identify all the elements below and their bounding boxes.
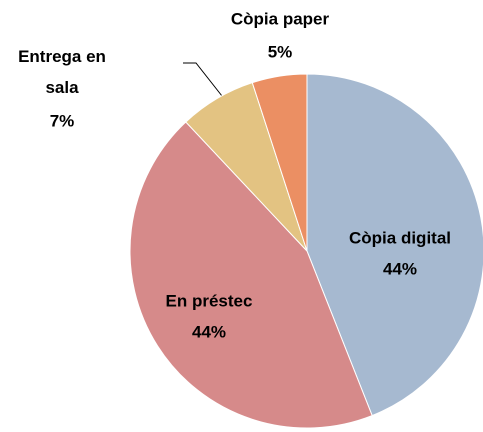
- slice-value-label: 44%: [383, 259, 417, 278]
- slice-value-label: 44%: [192, 322, 226, 341]
- pie-slice: [251, 73, 308, 252]
- slice-value-label: 7%: [50, 111, 75, 130]
- slice-label: En préstec: [166, 291, 253, 310]
- slice-label: Entrega en sala: [18, 47, 106, 97]
- slice-value-label: 5%: [268, 42, 293, 61]
- slice-label: Còpia digital: [349, 228, 451, 247]
- slice-label: Còpia paper: [231, 9, 330, 28]
- leader-line: [183, 62, 223, 97]
- pie-slice: [306, 73, 483, 417]
- pie-slice: [129, 121, 373, 429]
